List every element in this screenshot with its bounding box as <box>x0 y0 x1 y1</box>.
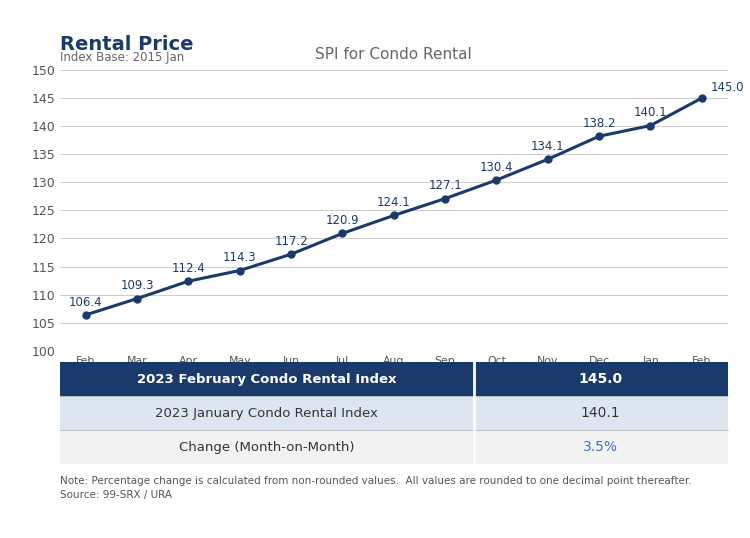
Text: 134.1: 134.1 <box>531 140 565 153</box>
Bar <box>60 362 728 397</box>
Text: 138.2: 138.2 <box>583 117 616 130</box>
Text: 3.5%: 3.5% <box>584 441 618 455</box>
Bar <box>60 430 728 464</box>
Text: 145.0: 145.0 <box>711 81 745 94</box>
Text: 140.1: 140.1 <box>580 406 620 420</box>
Text: 127.1: 127.1 <box>428 179 462 193</box>
Text: 117.2: 117.2 <box>274 235 308 248</box>
Text: 112.4: 112.4 <box>172 262 206 275</box>
Text: 106.4: 106.4 <box>69 296 103 309</box>
Text: Index Base: 2015 Jan: Index Base: 2015 Jan <box>60 51 184 64</box>
Text: Note: Percentage change is calculated from non-rounded values.  All values are r: Note: Percentage change is calculated fr… <box>60 476 692 500</box>
Text: 109.3: 109.3 <box>120 279 154 293</box>
Text: 2023 January Condo Rental Index: 2023 January Condo Rental Index <box>155 407 378 420</box>
Text: 114.3: 114.3 <box>223 251 256 264</box>
Text: Change (Month-on-Month): Change (Month-on-Month) <box>179 441 355 454</box>
Bar <box>60 397 728 430</box>
Text: 120.9: 120.9 <box>326 214 359 227</box>
Title: SPI for Condo Rental: SPI for Condo Rental <box>315 47 472 62</box>
Text: 140.1: 140.1 <box>634 107 668 119</box>
Text: 2023 February Condo Rental Index: 2023 February Condo Rental Index <box>137 373 397 386</box>
Text: 124.1: 124.1 <box>376 196 411 209</box>
Text: Rental Price: Rental Price <box>60 35 194 54</box>
Text: 130.4: 130.4 <box>480 161 513 174</box>
Text: 145.0: 145.0 <box>578 372 622 386</box>
